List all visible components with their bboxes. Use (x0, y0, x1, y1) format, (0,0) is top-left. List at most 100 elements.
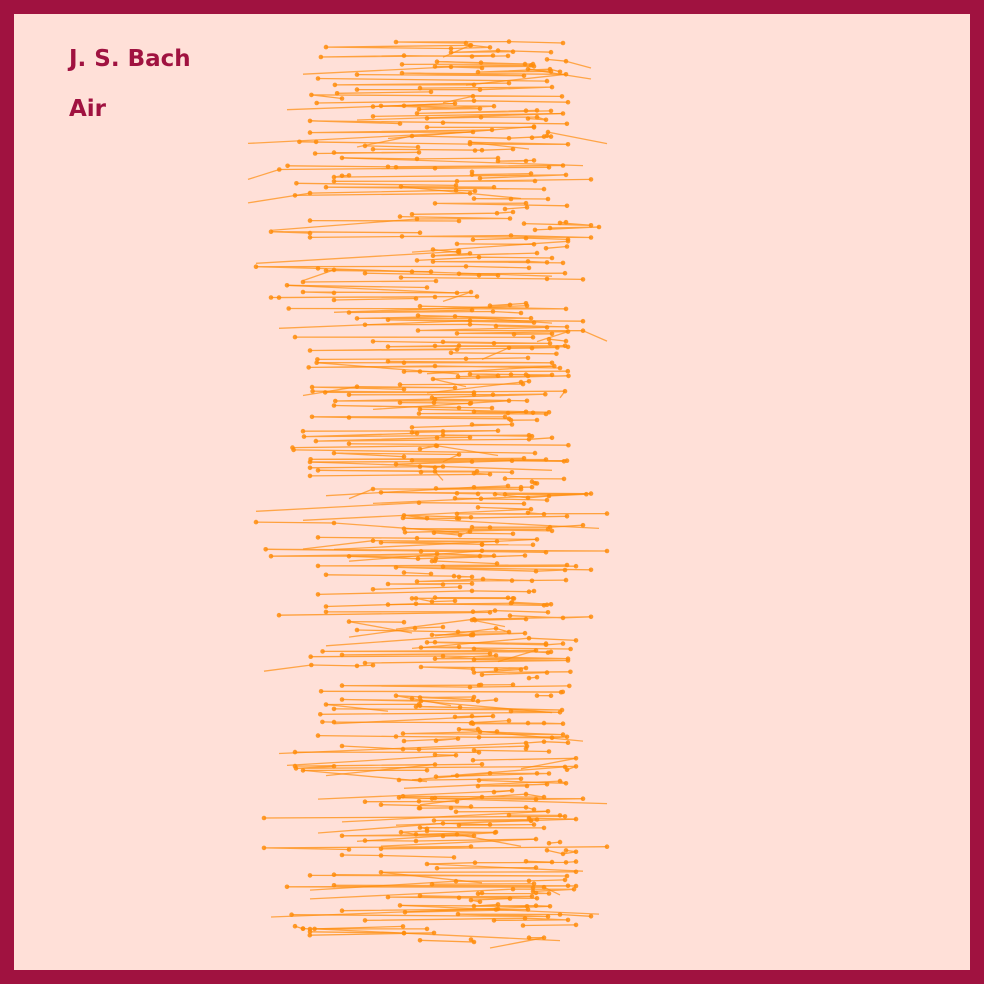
melody-segment (403, 571, 432, 575)
melody-connector (317, 789, 513, 800)
note-dot (454, 178, 460, 184)
note-dot (398, 275, 404, 280)
note-dot (456, 574, 462, 580)
note-dot (432, 396, 438, 402)
note-dot (479, 65, 485, 71)
note-dot (557, 813, 563, 818)
melody-segment (411, 597, 515, 603)
note-dot (546, 165, 552, 170)
note-dot (478, 114, 484, 120)
note-dot (543, 246, 549, 251)
note-dot (339, 743, 345, 749)
note-dot (440, 339, 446, 345)
melody-segment (270, 295, 478, 299)
melody-segment (294, 749, 550, 754)
note-dot (315, 592, 321, 597)
note-dot (495, 48, 501, 53)
note-dot (370, 587, 376, 592)
note-dot (478, 60, 484, 65)
note-dot (457, 532, 463, 538)
melody-segment (418, 502, 525, 505)
melody-connector (434, 471, 444, 481)
note-dot (547, 341, 553, 346)
note-dot (354, 663, 360, 669)
melody-segment (455, 810, 549, 813)
melody-segment (456, 330, 569, 335)
note-dot (331, 872, 337, 877)
note-dot (491, 553, 497, 558)
note-dot (523, 235, 529, 241)
note-dot (563, 577, 569, 583)
note-dot (478, 496, 484, 502)
note-dot (472, 188, 478, 194)
note-dot (510, 49, 516, 54)
melody-segment (432, 252, 538, 257)
melody-segment (341, 833, 475, 837)
note-dot (476, 735, 482, 740)
note-dot (310, 388, 315, 394)
note-dot (476, 778, 482, 783)
melody-segment (470, 897, 511, 903)
note-dot (491, 341, 497, 346)
melody-segment (450, 49, 552, 54)
note-dot (502, 414, 508, 420)
note-dot (568, 646, 573, 652)
melody-segment (278, 611, 491, 616)
note-dot (471, 98, 477, 104)
note-dot (560, 721, 566, 726)
note-dot (573, 638, 579, 643)
note-dot (409, 425, 415, 430)
note-dot (564, 121, 570, 127)
melody-segment (341, 653, 491, 656)
melody-segment (322, 648, 552, 654)
note-dot (456, 895, 462, 901)
note-dot (333, 398, 338, 404)
note-dot (534, 417, 540, 423)
note-dot (506, 135, 512, 141)
melody-connector (247, 131, 474, 145)
note-dot (471, 392, 477, 397)
melody-segment (431, 632, 526, 636)
note-dot (346, 441, 352, 447)
melody-segment (333, 404, 493, 409)
melody-segment (299, 141, 569, 145)
note-dot (521, 456, 527, 461)
melody-segment (416, 256, 553, 262)
note-dot (508, 372, 514, 377)
note-dot (315, 535, 321, 540)
note-dot (490, 53, 496, 58)
note-dot (401, 360, 407, 366)
note-dot (529, 484, 535, 490)
melody-segment (473, 485, 509, 488)
melody-segment (395, 40, 564, 44)
note-dot (565, 883, 571, 889)
note-dot (528, 315, 534, 321)
melody-segment (286, 284, 428, 289)
note-dot (448, 350, 454, 356)
melody-segment (372, 340, 551, 345)
melody-connector (395, 618, 475, 630)
note-dot (413, 704, 419, 709)
note-dot (526, 675, 532, 681)
note-dot (469, 459, 475, 464)
note-dot (409, 269, 415, 274)
note-dot (563, 172, 569, 178)
melody-segment (403, 737, 459, 742)
note-dot (463, 264, 469, 269)
note-dot (549, 84, 555, 90)
note-dot (546, 336, 552, 342)
note-dot (565, 344, 571, 350)
note-dot (502, 492, 508, 497)
melody-connector (341, 157, 584, 167)
note-dot (424, 285, 430, 290)
melody-segment (312, 386, 456, 390)
melody-connector (348, 627, 416, 638)
note-dot (531, 320, 537, 325)
note-dot (534, 674, 540, 680)
note-dot (331, 297, 337, 303)
melody-segment (418, 411, 547, 415)
note-dot (534, 250, 540, 256)
note-dot (432, 558, 438, 564)
note-dot (510, 886, 516, 892)
note-dot (378, 490, 384, 495)
